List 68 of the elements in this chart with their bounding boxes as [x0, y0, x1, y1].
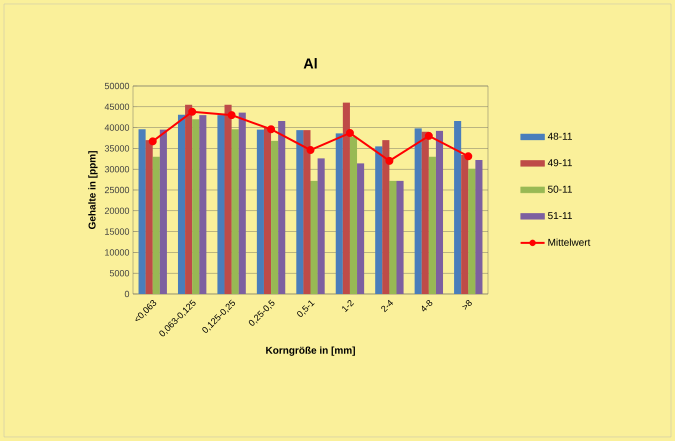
point — [464, 152, 472, 160]
chart-title: Al — [304, 58, 317, 68]
bar — [192, 119, 200, 294]
bar — [264, 128, 272, 294]
bar — [296, 130, 304, 294]
point — [228, 111, 236, 120]
bar — [160, 130, 167, 294]
y-tick-label: 30000 — [104, 166, 130, 172]
bar — [224, 104, 232, 294]
legend-label: Mittelwert — [548, 238, 590, 246]
bar — [271, 140, 278, 294]
y-tick-label: 15000 — [105, 228, 130, 235]
bar — [199, 115, 206, 294]
bar — [185, 104, 192, 294]
legend-label: 50-11 — [548, 186, 572, 193]
y-tick-label: 20000 — [104, 208, 130, 214]
y-tick-label: 25000 — [104, 186, 130, 194]
y-tick-label: 45000 — [104, 104, 130, 110]
bar — [310, 180, 318, 294]
bar — [454, 120, 462, 294]
bar — [422, 132, 429, 294]
legend-label: 49-11 — [548, 159, 572, 166]
bar — [428, 156, 436, 294]
bar — [152, 156, 160, 294]
bar — [375, 146, 382, 294]
bar — [461, 155, 468, 294]
y-tick-label: 40000 — [104, 124, 130, 131]
bar — [278, 120, 286, 294]
point — [267, 125, 276, 134]
y-tick-label: 0 — [124, 290, 130, 298]
x-tick-label: 1-2 — [342, 300, 354, 312]
y-tick-label: 5000 — [110, 270, 130, 276]
point — [385, 156, 394, 165]
bar — [318, 158, 325, 294]
bar — [336, 133, 343, 294]
point — [346, 129, 354, 138]
point — [148, 137, 157, 146]
bar — [256, 130, 264, 294]
y-tick-label: 35000 — [104, 145, 130, 152]
bar — [303, 130, 310, 294]
bar — [232, 129, 239, 294]
legend-label: 48-11 — [548, 132, 572, 140]
bar — [146, 140, 153, 294]
bar — [475, 160, 482, 294]
bar — [350, 136, 358, 294]
x-tick-label: 2-4 — [381, 300, 394, 312]
bar — [396, 180, 404, 294]
x-axis-title: Korngröße in [mm] — [266, 346, 355, 356]
bar — [468, 168, 476, 294]
bar — [436, 130, 444, 294]
legend-label: 51-11 — [548, 212, 572, 220]
y-axis-title: Gehalte in [ppm] — [88, 151, 98, 230]
bar — [342, 102, 350, 294]
bar — [238, 112, 246, 294]
bar — [389, 180, 396, 294]
point — [306, 146, 314, 154]
x-tick-label: 4-8 — [422, 300, 432, 312]
x-tick-label: >8 — [462, 300, 472, 310]
point — [188, 108, 196, 116]
bar — [217, 115, 225, 294]
bar — [357, 163, 364, 294]
bar — [138, 129, 146, 294]
bar — [178, 114, 186, 294]
y-tick-label: 10000 — [105, 249, 130, 256]
point — [424, 132, 433, 140]
y-tick-label: 50000 — [104, 82, 130, 90]
bar — [414, 128, 422, 294]
bar — [382, 140, 390, 294]
